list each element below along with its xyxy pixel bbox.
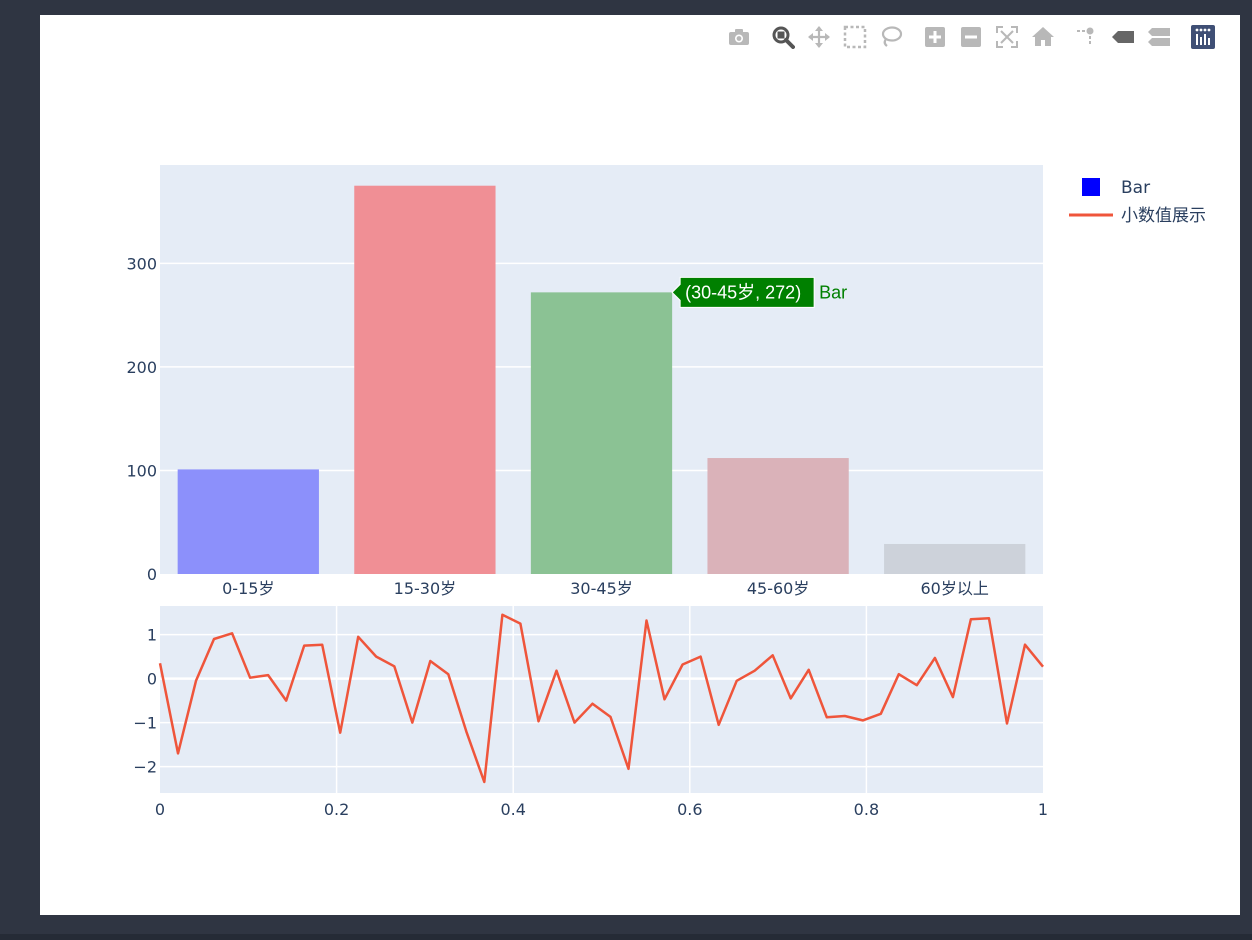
line-x-tick-label: 0 bbox=[155, 800, 165, 819]
bar-x-tick-label: 15-30岁 bbox=[394, 579, 457, 598]
box-select-button[interactable] bbox=[840, 22, 870, 52]
zoom-icon bbox=[772, 26, 795, 49]
bar-y-tick-labels: 0 100 200 300 bbox=[126, 254, 157, 584]
legend-bar-label: Bar bbox=[1121, 178, 1150, 198]
line-series-path bbox=[158, 613, 1044, 784]
line-subplot: −2 −1 0 1 0 0.2 0.4 0.6 0.8 1 bbox=[133, 606, 1048, 819]
hover-compare-icon bbox=[1148, 28, 1170, 46]
zoom-button[interactable] bbox=[768, 22, 798, 52]
line-y-tick-label: 1 bbox=[147, 626, 157, 645]
hover-label-series-name: Bar bbox=[819, 282, 847, 302]
modebar bbox=[724, 22, 1224, 52]
line-x-tick-label: 0.8 bbox=[854, 800, 879, 819]
bar-1[interactable] bbox=[354, 185, 496, 574]
bar-2[interactable] bbox=[530, 292, 673, 574]
hover-label-box bbox=[671, 276, 815, 308]
pan-icon bbox=[808, 26, 830, 48]
spike-lines-button[interactable] bbox=[1072, 22, 1102, 52]
camera-button[interactable] bbox=[724, 22, 754, 52]
line-x-tick-label: 1 bbox=[1038, 800, 1048, 819]
plotly-logo-button[interactable] bbox=[1188, 22, 1218, 52]
spike-lines-icon bbox=[1077, 27, 1094, 44]
bar-4[interactable] bbox=[884, 543, 1026, 574]
zoom-in-icon bbox=[925, 27, 945, 47]
line-x-tick-label: 0.2 bbox=[324, 800, 349, 819]
hover-closest-button[interactable] bbox=[1108, 22, 1138, 52]
legend-line-label: 小数值展示 bbox=[1121, 206, 1206, 226]
legend-bar-swatch bbox=[1082, 178, 1100, 196]
bar-y-tick-label: 0 bbox=[147, 565, 157, 584]
line-y-tick-label: 0 bbox=[147, 670, 157, 689]
line-plot-area[interactable] bbox=[160, 606, 1043, 793]
line-y-tick-labels: −2 −1 0 1 bbox=[133, 626, 157, 777]
line-y-tick-label: −1 bbox=[133, 714, 157, 733]
reset-axes-icon bbox=[1032, 27, 1054, 46]
lasso-select-icon bbox=[881, 26, 903, 47]
bar-3[interactable] bbox=[707, 458, 849, 574]
zoom-in-button[interactable] bbox=[920, 22, 950, 52]
zoom-out-button[interactable] bbox=[956, 22, 986, 52]
bar-y-tick-label: 100 bbox=[126, 461, 157, 480]
bottom-bar bbox=[0, 934, 1252, 940]
autoscale-button[interactable] bbox=[992, 22, 1022, 52]
bar-x-tick-label: 45-60岁 bbox=[747, 579, 810, 598]
reset-axes-button[interactable] bbox=[1028, 22, 1058, 52]
bar-subplot: 0 100 200 300 0-15岁 15-30岁 30-45岁 45-60岁 60岁以上 bbox=[126, 165, 1043, 598]
hover-closest-icon bbox=[1112, 31, 1134, 43]
hover-label: (30-45岁, 272) Bar bbox=[671, 276, 847, 308]
line-x-tick-label: 0.6 bbox=[677, 800, 702, 819]
legend-item-bar[interactable]: Bar bbox=[1082, 178, 1150, 198]
legend: Bar 小数值展示 bbox=[1069, 178, 1206, 226]
bar-marks bbox=[177, 185, 1026, 574]
bar-x-tick-label: 30-45岁 bbox=[570, 579, 633, 598]
line-x-tick-labels: 0 0.2 0.4 0.6 0.8 1 bbox=[155, 800, 1048, 819]
plotly-logo-icon bbox=[1191, 25, 1215, 49]
line-x-tick-label: 0.4 bbox=[500, 800, 525, 819]
bar-x-tick-labels: 0-15岁 15-30岁 30-45岁 45-60岁 60岁以上 bbox=[222, 579, 989, 598]
bar-y-tick-label: 300 bbox=[126, 254, 157, 273]
legend-item-line[interactable]: 小数值展示 bbox=[1069, 206, 1206, 226]
camera-icon bbox=[729, 29, 749, 45]
hover-label-text: (30-45岁, 272) bbox=[685, 282, 801, 302]
lasso-select-button[interactable] bbox=[876, 22, 906, 52]
pan-button[interactable] bbox=[804, 22, 834, 52]
autoscale-icon bbox=[996, 26, 1018, 48]
box-select-icon bbox=[843, 25, 867, 49]
line-y-tick-label: −2 bbox=[133, 758, 157, 777]
hover-compare-button[interactable] bbox=[1144, 22, 1174, 52]
bar-y-tick-label: 200 bbox=[126, 358, 157, 377]
zoom-out-icon bbox=[961, 27, 981, 47]
bar-x-tick-label: 0-15岁 bbox=[222, 579, 274, 598]
bar-x-tick-label: 60岁以上 bbox=[921, 579, 989, 598]
bar-0[interactable] bbox=[177, 469, 319, 574]
